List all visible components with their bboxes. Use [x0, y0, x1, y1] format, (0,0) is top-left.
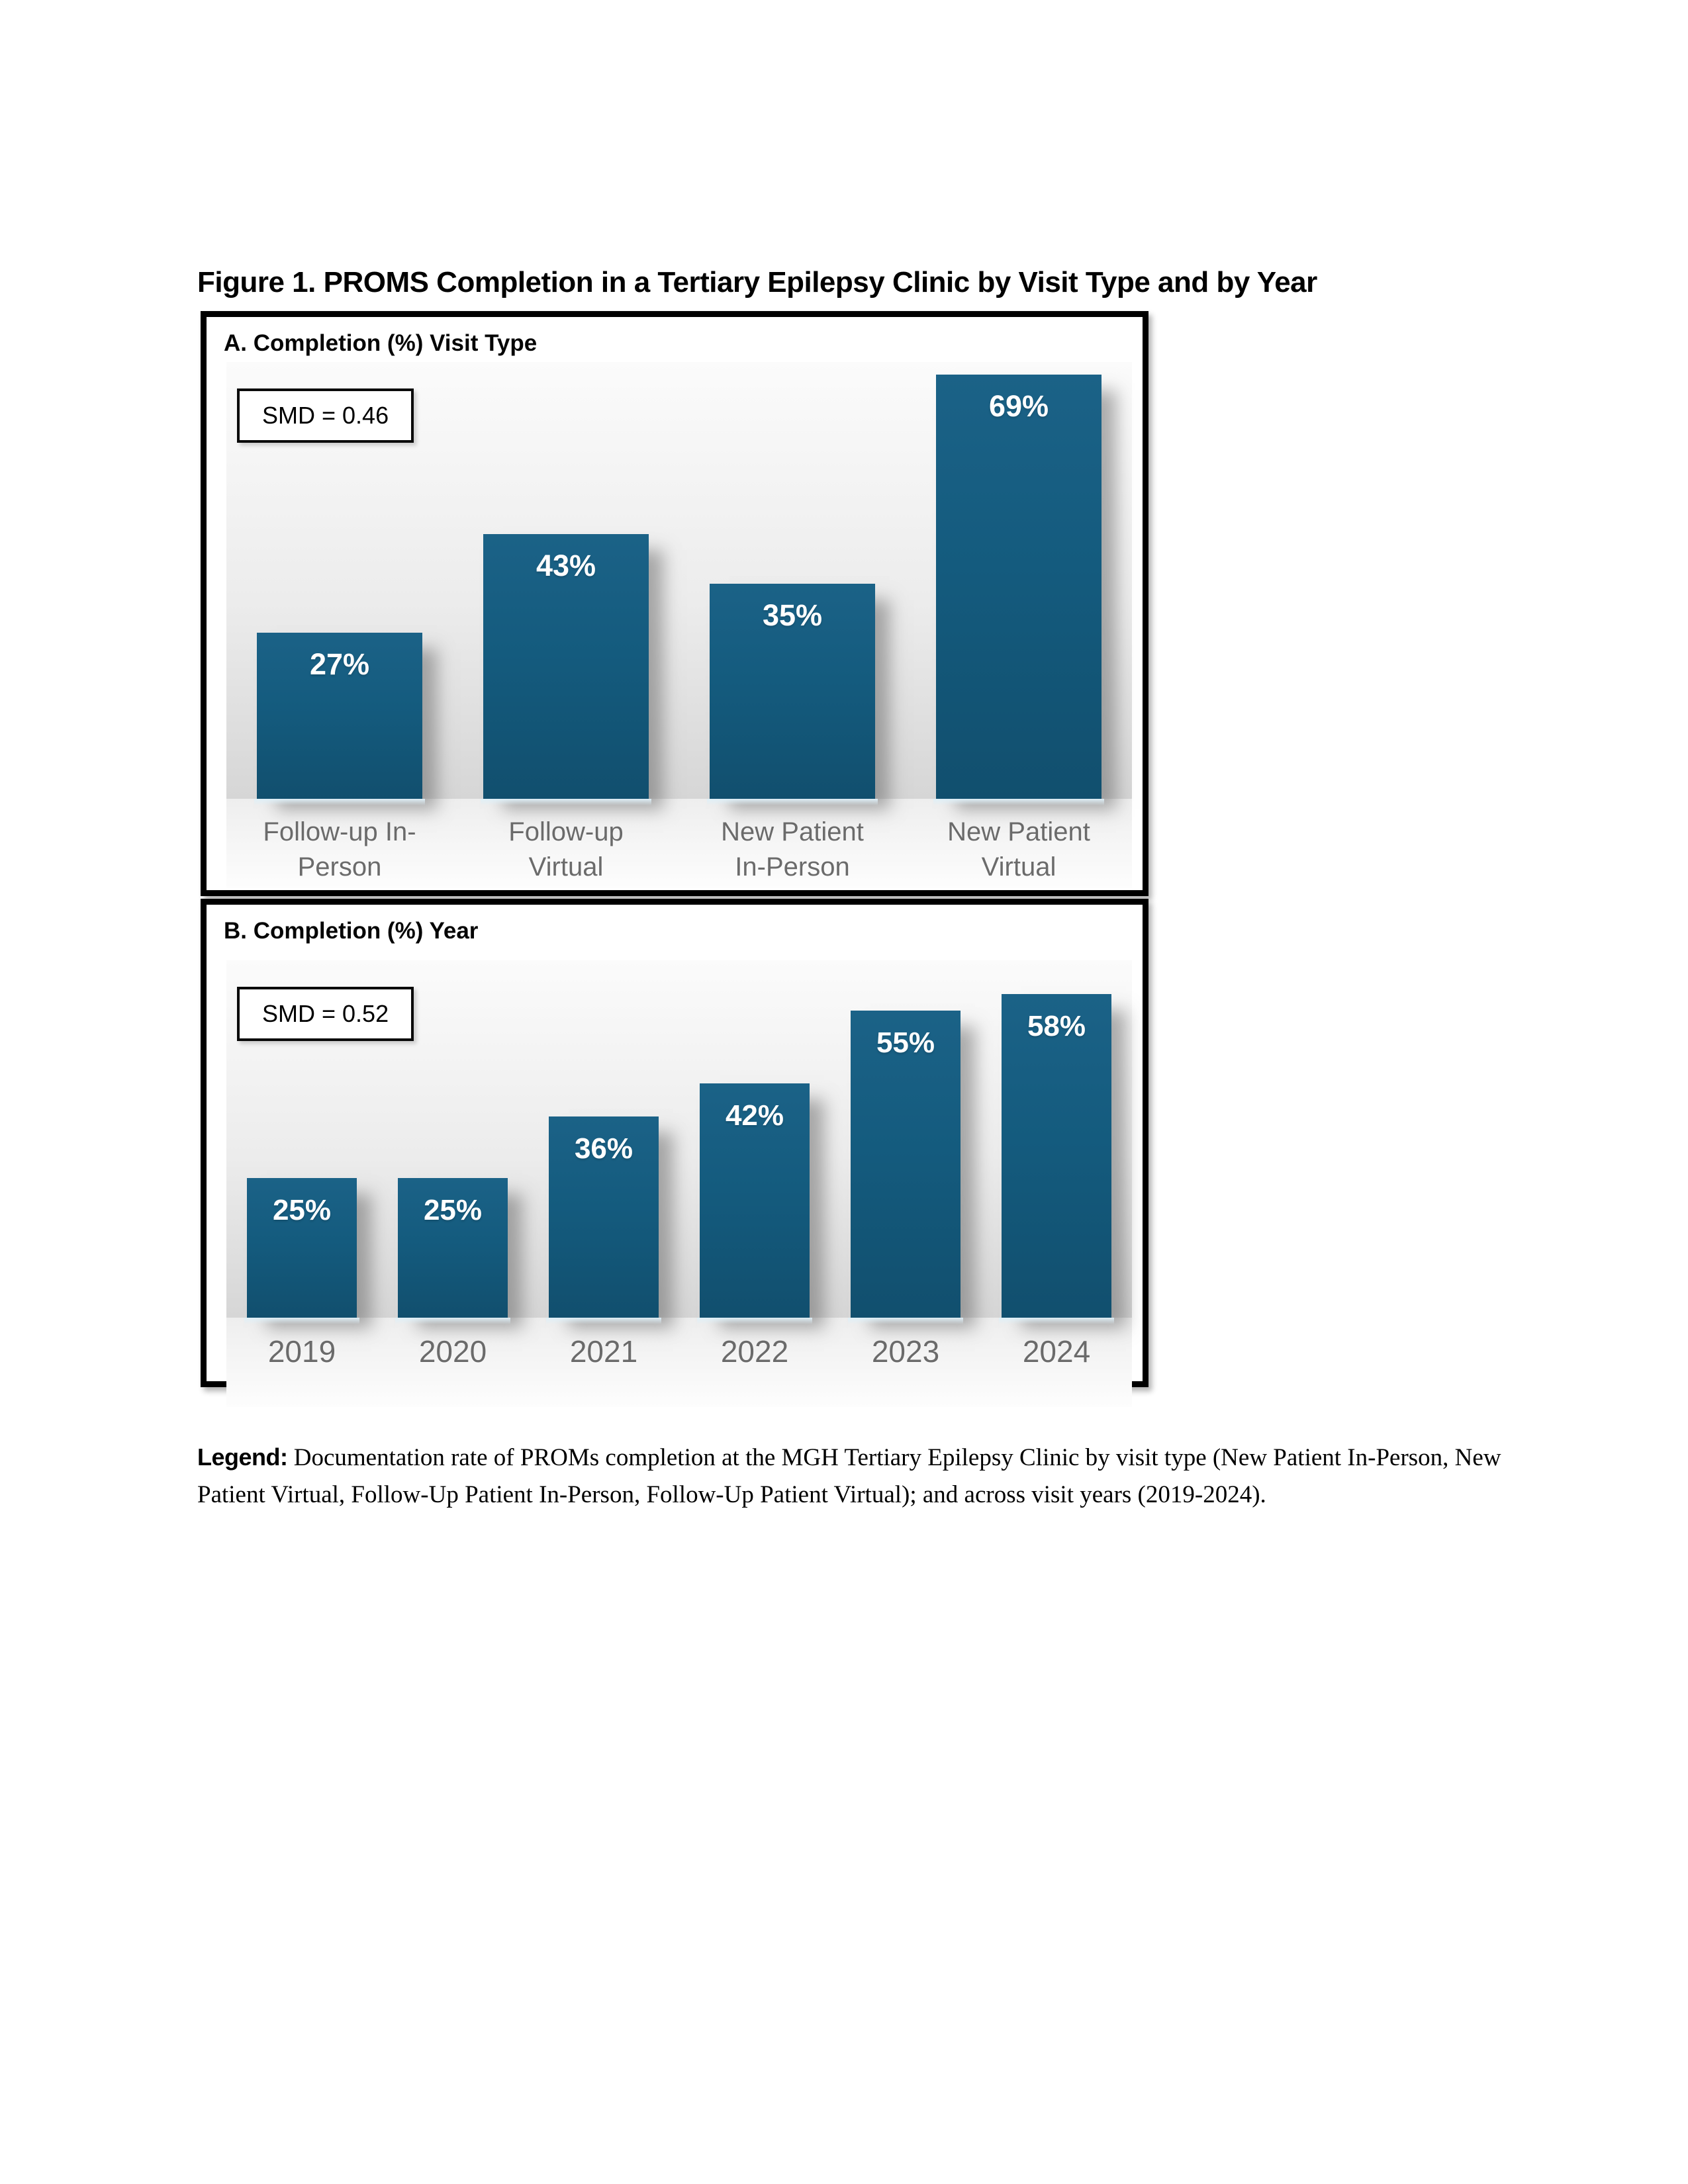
panel-b: B. Completion (%) Year SMD = 0.52 25% 25%…: [201, 899, 1149, 1407]
bar-value-label: 43%: [536, 549, 596, 583]
bar-column-follow-up-virtual: 43%: [453, 362, 679, 805]
bar-2022: 42%: [697, 1083, 812, 1325]
bar-column-follow-up-in-person: 27%: [226, 362, 453, 805]
bar-value-label: 25%: [423, 1194, 483, 1227]
panel-b-smd-annotation: SMD = 0.52: [237, 987, 414, 1041]
category-label-2019: 2019: [267, 1334, 336, 1369]
bar-column-2023: 55%: [830, 960, 981, 1325]
bar-value-label: 69%: [988, 388, 1049, 423]
panel-b-category-labels: 2019 2020 2021 2022 2023 2024: [226, 1334, 1132, 1369]
bar-value-label: 42%: [725, 1099, 784, 1132]
bar-value-label: 58%: [1027, 1009, 1086, 1042]
category-label-follow-up-virtual: Follow-up Virtual: [508, 817, 624, 882]
bar-column-new-patient-in-person: 35%: [679, 362, 906, 806]
bar-column-2019: 25%: [226, 960, 377, 1324]
bar-follow-up-in-person: 27%: [254, 633, 425, 805]
bar-column-new-patient-virtual: 69%: [906, 362, 1132, 806]
panel-a: A. Completion (%) Visit Type SMD = 0.46 …: [201, 311, 1149, 896]
bar-2023: 55%: [848, 1010, 963, 1325]
category-label-2020: 2020: [418, 1334, 487, 1369]
bar-value-label: 35%: [762, 598, 823, 632]
panel-a-title: A. Completion (%) Visit Type: [224, 330, 538, 356]
category-label-2022: 2022: [720, 1334, 789, 1369]
bar-new-patient-in-person: 35%: [707, 583, 878, 806]
figure-legend: Legend: Documentation rate of PROMs comp…: [197, 1439, 1529, 1513]
bar-value-label: 25%: [272, 1194, 332, 1227]
panel-b-plot-area: SMD = 0.52 25% 25% 36% 42% 55% 58%: [226, 960, 1132, 1407]
category-label-2023: 2023: [871, 1334, 940, 1369]
category-label-2024: 2024: [1022, 1334, 1091, 1369]
bar-value-label: 27%: [309, 647, 370, 682]
bar-column-2024: 58%: [981, 960, 1132, 1325]
panel-a-category-labels: Follow-up In- Person Follow-up Virtual New…: [226, 815, 1132, 885]
panel-b-title: B. Completion (%) Year: [224, 918, 479, 944]
bar-2024: 58%: [999, 993, 1114, 1325]
category-label-follow-up-in-person: Follow-up In- Person: [263, 817, 416, 882]
figure-title: Figure 1. PROMS Completion in a Tertiary…: [197, 266, 1317, 298]
bar-2019: 25%: [244, 1178, 359, 1324]
figure-legend-label: Legend:: [197, 1443, 288, 1471]
bar-column-2020: 25%: [377, 960, 528, 1324]
panel-a-smd-annotation: SMD = 0.46: [237, 388, 414, 443]
bar-value-label: 55%: [876, 1026, 935, 1059]
bar-column-2022: 42%: [679, 960, 830, 1325]
bar-2020: 25%: [395, 1178, 510, 1324]
category-label-new-patient-in-person: New Patient In-Person: [721, 817, 864, 882]
bar-value-label: 36%: [574, 1132, 633, 1165]
figure-legend-text: Documentation rate of PROMs completion a…: [197, 1444, 1501, 1508]
bar-column-2021: 36%: [528, 960, 679, 1324]
category-label-2021: 2021: [569, 1334, 638, 1369]
bar-new-patient-virtual: 69%: [933, 374, 1104, 806]
bar-2021: 36%: [546, 1116, 661, 1324]
panel-b-bars: 25% 25% 36% 42% 55% 58%: [226, 960, 1132, 1325]
category-label-new-patient-virtual: New Patient Virtual: [947, 817, 1090, 882]
panel-a-plot-area: SMD = 0.46 27% 43% 35% 69%: [226, 362, 1132, 888]
bar-follow-up-virtual: 43%: [481, 534, 651, 805]
panel-a-bars: 27% 43% 35% 69%: [226, 362, 1132, 806]
